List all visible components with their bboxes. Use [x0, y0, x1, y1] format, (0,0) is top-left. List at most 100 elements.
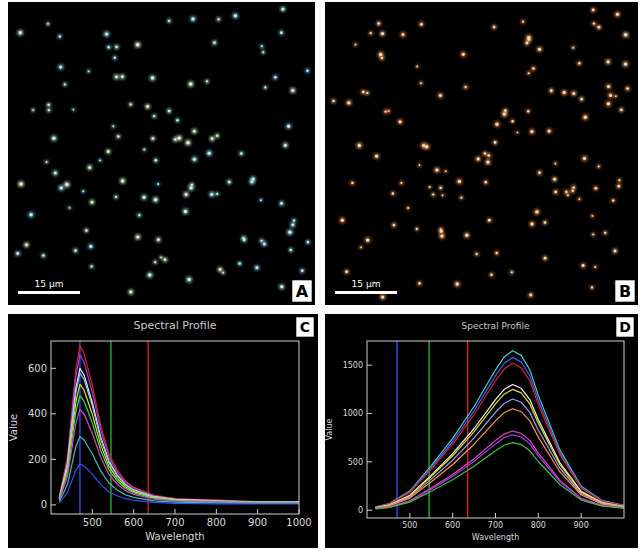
plot-area: [59, 341, 299, 514]
spot-glow: [390, 191, 395, 196]
panel-letter-box: [296, 317, 314, 337]
spot: [306, 69, 308, 71]
spot-glow: [612, 248, 618, 254]
scale-bar-label: 15 µm: [352, 279, 381, 289]
spot: [176, 119, 178, 121]
reference-line: [110, 341, 111, 514]
spot: [148, 273, 152, 277]
spot-glow: [561, 89, 568, 96]
spot-glow: [331, 98, 336, 103]
spot: [544, 221, 547, 224]
spot: [487, 154, 490, 157]
spot: [157, 183, 159, 185]
spot: [440, 230, 443, 233]
spot: [274, 76, 277, 79]
spot: [425, 145, 429, 149]
spot: [260, 199, 262, 201]
spot-glow: [15, 250, 21, 256]
spot: [624, 33, 628, 37]
spot: [375, 155, 378, 158]
spot-glow: [591, 21, 596, 26]
spot-glow: [596, 164, 601, 169]
spot: [121, 75, 124, 78]
spot-glow: [57, 34, 62, 39]
spot-glow: [365, 90, 370, 95]
spot: [592, 233, 594, 235]
spot-glow: [176, 135, 183, 142]
spectrum-line: [376, 431, 624, 509]
spot-glow: [216, 17, 221, 22]
spot-glow: [103, 31, 110, 38]
spectrum-line: [59, 464, 299, 504]
spot: [544, 257, 547, 260]
spot-glow: [520, 19, 525, 24]
x-tick: [581, 513, 582, 518]
spectrum-line: [59, 437, 299, 504]
image-ground: [325, 2, 638, 305]
spot: [462, 53, 465, 56]
spot-glow: [474, 251, 479, 256]
spot-glow: [419, 81, 424, 86]
spot-glow: [427, 185, 432, 190]
spot: [280, 285, 283, 288]
spot-glow: [607, 92, 614, 99]
x-tick-label: 900: [248, 517, 267, 528]
spot-glow: [87, 164, 93, 170]
x-axis-title: Wavelength: [145, 531, 204, 542]
y-tick: [367, 510, 372, 511]
spot: [42, 254, 45, 257]
spot-glow: [356, 142, 363, 149]
spot-glow: [259, 44, 264, 49]
spectrum-line: [376, 409, 624, 509]
spot: [517, 132, 519, 134]
spot-glow: [159, 255, 164, 260]
spot-glow: [206, 150, 213, 157]
spot-glow: [67, 206, 71, 210]
spot: [293, 219, 295, 221]
spot-glow: [285, 123, 292, 130]
spot-glow: [414, 226, 419, 231]
panel-letter: A: [296, 282, 309, 301]
spot: [530, 222, 533, 225]
spot-glow: [250, 176, 256, 182]
spot-glow: [113, 74, 119, 80]
spot: [504, 109, 507, 112]
spot: [155, 159, 158, 162]
spot-glow: [526, 37, 532, 43]
spot-glow: [183, 191, 189, 197]
spot-glow: [291, 218, 296, 223]
spot-glow: [187, 81, 194, 88]
spot: [494, 141, 497, 144]
spot-glow: [279, 283, 286, 290]
spot-glow: [44, 160, 49, 165]
spot: [370, 32, 372, 34]
spot: [19, 182, 23, 186]
spot-glow: [81, 189, 86, 194]
spot-glow: [376, 21, 382, 27]
spot: [617, 185, 620, 188]
spot-glow: [73, 248, 79, 254]
spot-glow: [155, 237, 161, 243]
y-tick: [51, 413, 56, 414]
spot-glow: [406, 206, 411, 211]
spot-glow: [86, 69, 91, 74]
spot: [484, 181, 487, 184]
spot: [187, 278, 191, 282]
spot-glow: [417, 163, 421, 167]
spot-glow: [182, 208, 189, 215]
spot: [594, 266, 596, 268]
spot-glow: [52, 170, 58, 176]
x-tick: [495, 513, 496, 518]
spot-glow: [542, 220, 548, 226]
spot-glow: [622, 31, 629, 38]
spot: [216, 134, 219, 137]
x-tick-label: 700: [165, 517, 184, 528]
spot-glow: [135, 234, 141, 240]
spot: [73, 109, 75, 111]
spot: [222, 272, 224, 274]
spot: [341, 218, 344, 221]
micrograph: [8, 2, 315, 305]
spot-glow: [31, 108, 35, 112]
spot: [527, 110, 529, 112]
spot-glow: [112, 55, 117, 60]
